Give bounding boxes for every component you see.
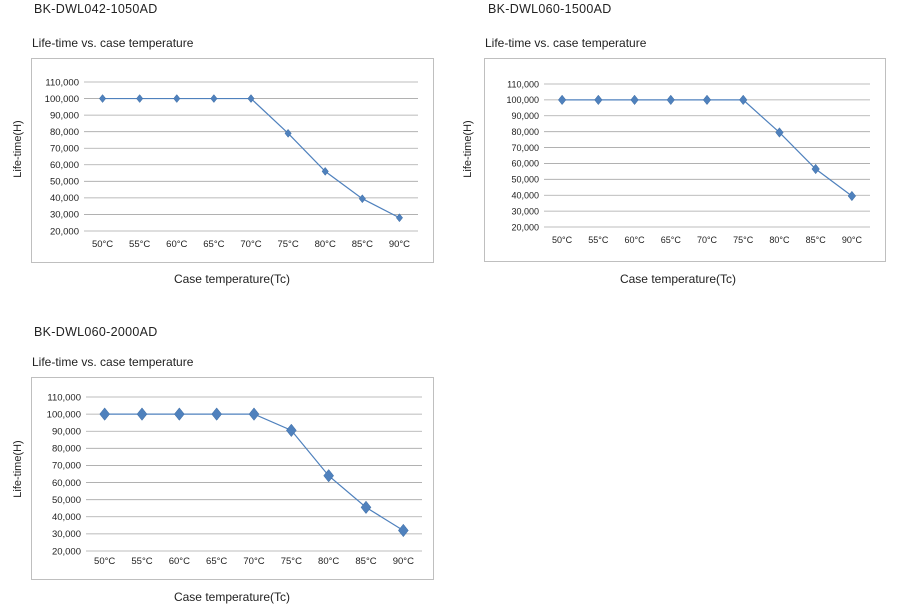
chart-3-y-tick-label: 30,000 bbox=[52, 529, 81, 540]
chart-3-y-tick-label: 40,000 bbox=[52, 512, 81, 523]
chart-3-data-point bbox=[248, 407, 260, 421]
chart-1-y-tick-label: 40,000 bbox=[50, 193, 79, 204]
chart-3-x-tick-label: 90°C bbox=[393, 556, 414, 567]
chart-1-data-point bbox=[247, 94, 255, 103]
chart-2-y-tick-label: 100,000 bbox=[506, 95, 539, 105]
chart-2-y-tick-label: 20,000 bbox=[511, 222, 539, 232]
chart-3-x-tick-label: 80°C bbox=[318, 556, 339, 567]
chart-3-data-point bbox=[398, 523, 409, 538]
chart-3-x-tick-label: 70°C bbox=[243, 556, 264, 567]
chart-3-x-tick-label: 50°C bbox=[94, 556, 115, 567]
chart-1-data-point bbox=[284, 128, 292, 138]
chart-1-model-title: BK-DWL042-1050AD bbox=[34, 2, 158, 16]
chart-3-x-axis-label: Case temperature(Tc) bbox=[173, 590, 291, 604]
chart-1-data-point bbox=[358, 194, 366, 204]
chart-2-x-tick-label: 60°C bbox=[625, 235, 646, 245]
chart-2-y-tick-label: 110,000 bbox=[507, 79, 539, 89]
chart-1-x-tick-label: 55°C bbox=[129, 239, 150, 250]
chart-2-y-tick-label: 40,000 bbox=[511, 191, 539, 201]
chart-1-x-tick-label: 90°C bbox=[389, 239, 410, 250]
chart-2-x-axis-label: Case temperature(Tc) bbox=[619, 272, 737, 286]
chart-2-x-tick-label: 75°C bbox=[733, 235, 754, 245]
chart-3-data-point bbox=[211, 407, 222, 421]
chart-2-y-tick-label: 70,000 bbox=[511, 143, 539, 153]
chart-2-x-tick-label: 80°C bbox=[769, 235, 790, 245]
chart-3-y-tick-label: 20,000 bbox=[52, 546, 81, 557]
chart-3-data-point bbox=[174, 407, 185, 421]
chart-3-y-tick-label: 60,000 bbox=[52, 478, 81, 489]
chart-1-x-axis-label: Case temperature(Tc) bbox=[173, 272, 291, 286]
chart-1-x-tick-label: 60°C bbox=[166, 239, 187, 250]
chart-1-subtitle: Life-time vs. case temperature bbox=[32, 36, 194, 50]
chart-3-subtitle: Life-time vs. case temperature bbox=[32, 355, 194, 369]
chart-1-y-tick-label: 80,000 bbox=[50, 127, 79, 138]
chart-2-model-title: BK-DWL060-1500AD bbox=[488, 2, 612, 16]
chart-3-y-tick-label: 80,000 bbox=[52, 444, 81, 455]
chart-2-x-tick-label: 50°C bbox=[552, 235, 573, 245]
chart-1-x-tick-label: 75°C bbox=[277, 239, 298, 250]
chart-2-y-tick-label: 90,000 bbox=[511, 111, 539, 121]
chart-2-x-tick-label: 85°C bbox=[806, 235, 827, 245]
chart-1-y-tick-label: 100,000 bbox=[45, 94, 79, 105]
chart-2-y-tick-label: 50,000 bbox=[511, 175, 539, 185]
chart-1-data-point bbox=[210, 94, 218, 103]
chart-1-data-point bbox=[99, 94, 107, 103]
chart-3-y-tick-label: 70,000 bbox=[52, 461, 81, 472]
chart-1-data-point bbox=[136, 94, 144, 103]
chart-2-x-tick-label: 70°C bbox=[697, 235, 718, 245]
chart-3-x-tick-label: 75°C bbox=[281, 556, 302, 567]
chart-2-data-point bbox=[811, 163, 820, 175]
chart-3-x-tick-label: 85°C bbox=[355, 556, 376, 567]
chart-3-frame bbox=[31, 377, 434, 580]
chart-2-x-tick-label: 90°C bbox=[842, 235, 863, 245]
chart-1-x-tick-label: 80°C bbox=[315, 239, 336, 250]
chart-2-data-point bbox=[739, 94, 748, 106]
chart-2-data-point bbox=[557, 94, 567, 106]
chart-3-y-tick-label: 50,000 bbox=[52, 495, 81, 506]
chart-3-data-point bbox=[360, 500, 372, 515]
chart-3-data-point bbox=[286, 423, 297, 438]
chart-3-data-point bbox=[136, 407, 148, 421]
chart-3-y-tick-label: 110,000 bbox=[47, 392, 81, 403]
chart-3-x-tick-label: 60°C bbox=[169, 556, 190, 567]
chart-2-data-point bbox=[630, 94, 639, 106]
chart-3-model-title: BK-DWL060-2000AD bbox=[34, 325, 158, 339]
chart-1-x-tick-label: 70°C bbox=[240, 239, 261, 250]
chart-1-data-point bbox=[321, 166, 329, 176]
chart-2-data-point bbox=[847, 190, 857, 202]
chart-2-subtitle: Life-time vs. case temperature bbox=[485, 36, 647, 50]
chart-2-y-tick-label: 80,000 bbox=[511, 127, 539, 137]
chart-2-frame bbox=[484, 58, 886, 262]
chart-1-y-tick-label: 90,000 bbox=[50, 110, 79, 121]
chart-3-x-tick-label: 55°C bbox=[131, 556, 152, 567]
chart-2-data-point bbox=[702, 94, 712, 106]
chart-1-y-tick-label: 60,000 bbox=[50, 160, 79, 171]
chart-1-y-tick-label: 70,000 bbox=[50, 144, 79, 155]
chart-1-data-point bbox=[395, 213, 403, 223]
chart-2-data-point bbox=[775, 127, 784, 138]
chart-2-y-tick-label: 60,000 bbox=[511, 159, 539, 169]
chart-1-x-tick-label: 65°C bbox=[203, 239, 224, 250]
chart-1-y-tick-label: 110,000 bbox=[45, 77, 79, 88]
chart-3-x-tick-label: 65°C bbox=[206, 556, 227, 567]
chart-1-y-tick-label: 30,000 bbox=[50, 210, 79, 221]
chart-1-y-tick-label: 50,000 bbox=[50, 177, 79, 188]
chart-3-data-point bbox=[323, 469, 334, 483]
chart-1-x-tick-label: 50°C bbox=[92, 239, 113, 250]
chart-3-data-point bbox=[99, 407, 110, 421]
chart-2-y-tick-label: 30,000 bbox=[511, 206, 539, 216]
chart-1-data-point bbox=[173, 94, 181, 103]
chart-2-data-point bbox=[666, 94, 675, 106]
chart-1-frame bbox=[31, 58, 434, 263]
chart-3-y-tick-label: 90,000 bbox=[52, 427, 81, 438]
chart-3-y-tick-label: 100,000 bbox=[47, 409, 81, 420]
chart-2-x-tick-label: 65°C bbox=[661, 235, 682, 245]
chart-2-data-point bbox=[594, 94, 603, 106]
chart-2-x-tick-label: 55°C bbox=[588, 235, 609, 245]
chart-1-x-tick-label: 85°C bbox=[352, 239, 373, 250]
chart-1-y-tick-label: 20,000 bbox=[50, 226, 79, 237]
